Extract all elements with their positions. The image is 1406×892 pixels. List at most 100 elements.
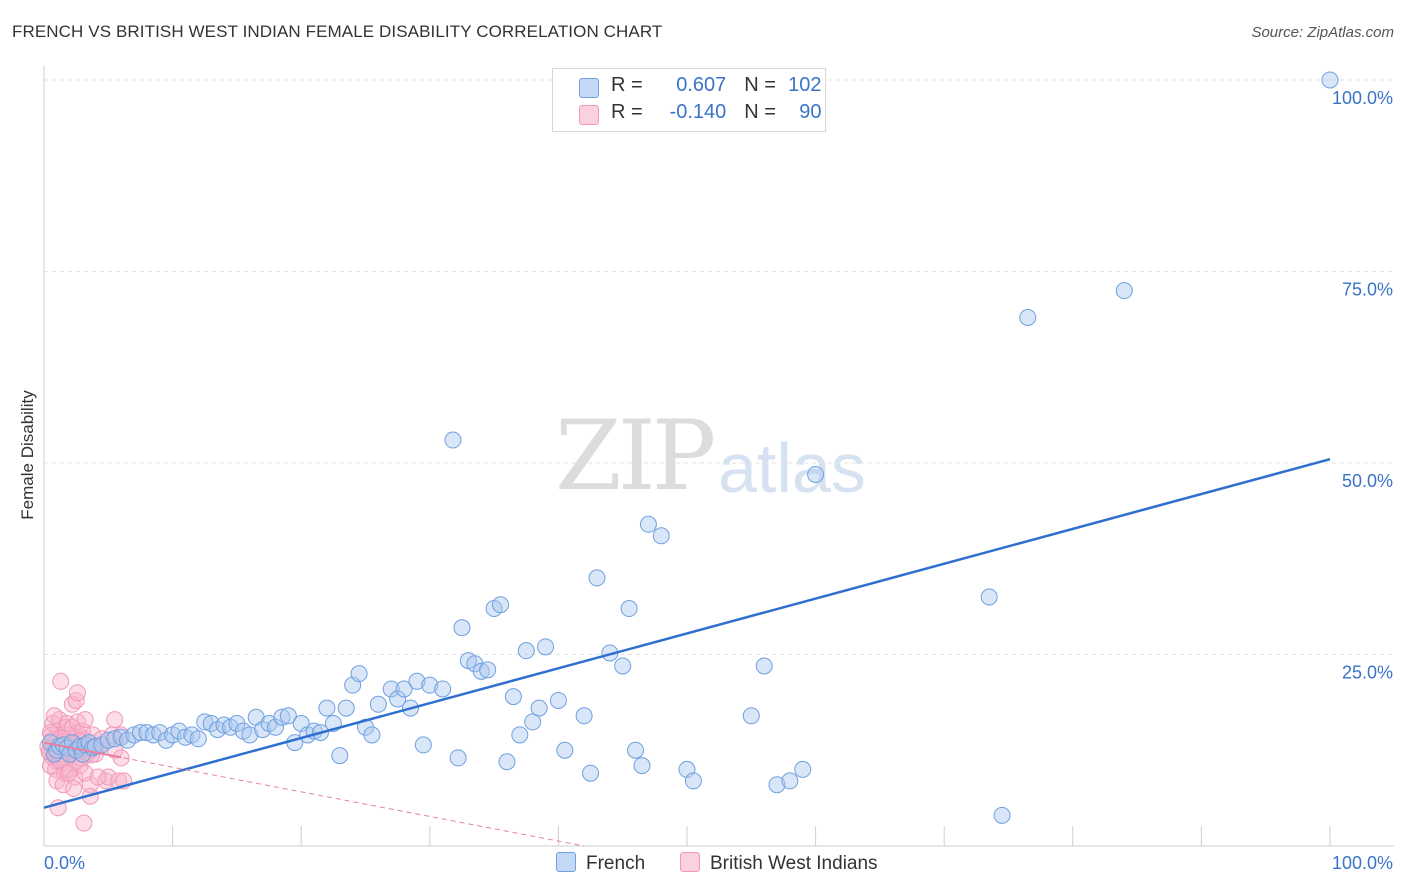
french-point-28	[176, 728, 194, 746]
french-point-57	[363, 726, 381, 744]
french-point-23	[144, 726, 162, 744]
french-trend-line	[43, 457, 1331, 809]
french-point-106	[807, 465, 825, 483]
bottom-legend-bwi: British West Indians	[680, 852, 878, 875]
french-point-89	[614, 657, 632, 675]
french-point-66	[434, 680, 452, 698]
french-point-68	[449, 749, 467, 767]
french-point-58	[369, 695, 387, 713]
french-point-50	[318, 699, 336, 717]
french-point-78	[511, 726, 529, 744]
french-r-label: R =	[611, 74, 649, 96]
french-point-20	[125, 726, 143, 744]
french-point-72	[472, 662, 490, 680]
bwi-point-70	[89, 768, 107, 786]
bottom-swatch-french	[556, 852, 576, 872]
french-point-86	[582, 764, 600, 782]
french-point-21	[131, 724, 149, 742]
legend-swatch-bwi	[579, 105, 599, 125]
bottom-label-bwi: British West Indians	[710, 853, 878, 874]
bwi-point-73	[112, 749, 130, 767]
french-point-90	[620, 600, 638, 618]
french-point-98	[755, 657, 773, 675]
french-point-59	[382, 680, 400, 698]
french-r-value: 0.607	[676, 74, 727, 96]
french-point-43	[273, 708, 291, 726]
bottom-swatch-bwi	[680, 852, 700, 872]
bwi-point-43	[63, 718, 81, 736]
french-point-93	[652, 527, 670, 545]
french-point-100	[980, 588, 998, 606]
french-point-64	[414, 736, 432, 754]
watermark-atlas: atlas	[718, 429, 866, 507]
french-n-label: N =	[744, 74, 782, 96]
legend-swatch-french	[579, 78, 599, 98]
watermark-zip: ZIP	[555, 400, 716, 512]
french-point-94	[633, 757, 651, 775]
french-point-92	[639, 515, 657, 533]
french-point-107	[794, 760, 812, 778]
y-tick-label-1: 50.0%	[1342, 471, 1393, 491]
y-tick-label-3: 100.0%	[1332, 88, 1393, 108]
french-point-73	[479, 661, 497, 679]
french-point-76	[498, 753, 516, 771]
french-point-63	[408, 672, 426, 690]
french-point-69	[453, 619, 471, 637]
french-point-97	[742, 707, 760, 725]
french-point-80	[524, 713, 542, 731]
bwi-point-67	[75, 814, 93, 832]
x-tick-label-0: 0.0%	[44, 853, 85, 873]
bwi-n-value: 90	[799, 101, 822, 123]
bwi-trend-line-dashed	[43, 742, 585, 847]
french-point-60	[389, 690, 407, 708]
french-point-40	[254, 721, 272, 739]
french-point-32	[202, 714, 220, 732]
french-point-99	[768, 776, 786, 794]
bwi-trend-line-solid	[43, 741, 122, 759]
bwi-r-value: -0.140	[669, 101, 727, 123]
french-point-16	[99, 731, 117, 749]
french-point-105	[781, 772, 799, 790]
french-point-79	[517, 642, 535, 660]
correlation-legend: R = 0.607 N = 102 R = -0.140 N = 90	[552, 68, 826, 132]
french-point-103	[1115, 282, 1133, 300]
french-point-101	[993, 806, 1011, 824]
french-point-104	[1321, 71, 1339, 89]
french-point-65	[421, 676, 439, 694]
bwi-point-63	[68, 684, 86, 702]
y-tick-label-2: 75.0%	[1342, 280, 1393, 300]
french-point-27	[170, 722, 188, 740]
source-attribution: Source: ZipAtlas.com	[1251, 24, 1394, 41]
french-point-84	[556, 741, 574, 759]
french-point-52	[331, 747, 349, 765]
bottom-legend-french: French	[556, 852, 645, 875]
french-point-44	[279, 707, 297, 725]
french-point-102	[1019, 308, 1037, 326]
french-point-85	[575, 707, 593, 725]
french-point-83	[549, 691, 567, 709]
legend-text-bwi: R = -0.140 N = 90	[611, 101, 822, 124]
french-point-81	[530, 699, 548, 717]
french-point-61	[395, 680, 413, 698]
french-point-82	[537, 638, 555, 656]
french-n-value: 102	[788, 74, 822, 96]
x-tick-label-1: 100.0%	[1332, 853, 1393, 873]
bwi-point-64	[76, 711, 94, 729]
french-point-17	[106, 730, 124, 748]
french-point-53	[337, 699, 355, 717]
bwi-point-72	[106, 711, 124, 729]
french-point-91	[627, 741, 645, 759]
bottom-label-french: French	[586, 853, 646, 874]
french-point-34	[215, 716, 233, 734]
bwi-r-label: R =	[611, 101, 649, 123]
bwi-point-60	[52, 672, 70, 690]
french-point-30	[189, 730, 207, 748]
french-point-31	[196, 713, 214, 731]
y-tick-label-0: 25.0%	[1342, 663, 1393, 683]
french-point-96	[684, 772, 702, 790]
chart-title: FRENCH VS BRITISH WEST INDIAN FEMALE DIS…	[12, 22, 663, 41]
french-point-75	[492, 596, 510, 614]
french-point-42	[266, 718, 284, 736]
bwi-n-label: N =	[744, 101, 782, 123]
